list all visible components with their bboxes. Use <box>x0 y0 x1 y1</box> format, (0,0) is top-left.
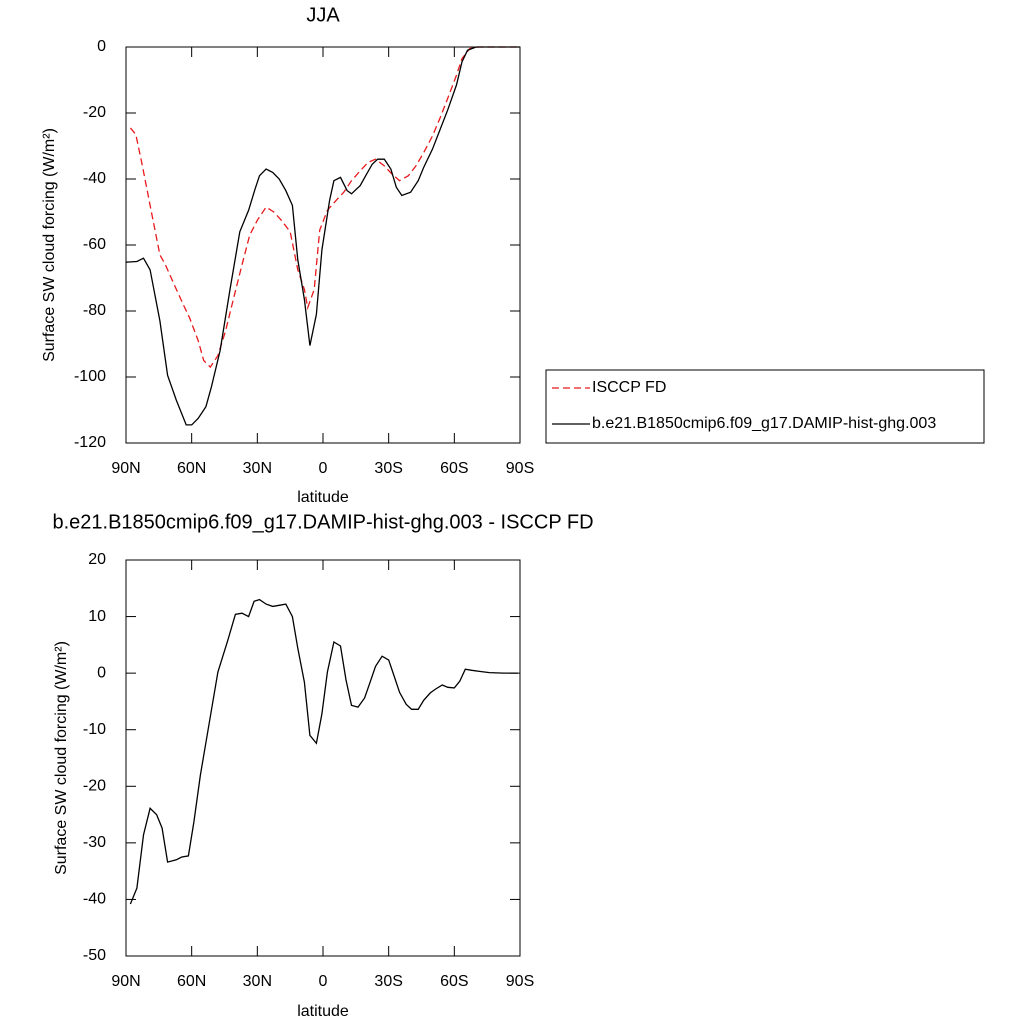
x-tick-label: 90S <box>506 973 534 990</box>
y-tick-label: -40 <box>83 170 106 187</box>
y-tick-label: -30 <box>83 834 106 851</box>
x-tick-label: 30S <box>374 973 402 990</box>
y-tick-label: -100 <box>74 368 106 385</box>
y-tick-label: -40 <box>83 891 106 908</box>
y-tick-label: -80 <box>83 302 106 319</box>
legend: ISCCP FD b.e21.B1850cmip6.f09_g17.DAMIP-h… <box>545 369 985 444</box>
x-tick-label: 30S <box>374 460 402 477</box>
y-tick-label: 20 <box>88 551 106 568</box>
y-tick-label: 0 <box>97 38 106 55</box>
legend-label: ISCCP FD <box>592 379 666 396</box>
plot-frame <box>125 559 521 957</box>
chart-title: JJA <box>306 4 340 26</box>
plot-frame <box>125 46 521 444</box>
y-tick-label: -50 <box>83 947 106 964</box>
x-tick-label: 90N <box>111 973 140 990</box>
x-tick-label: 90S <box>506 460 534 477</box>
y-tick-label: -120 <box>74 434 106 451</box>
x-tick-label: 60N <box>177 460 206 477</box>
x-tick-label: 0 <box>319 973 328 990</box>
x-tick-label: 60N <box>177 973 206 990</box>
x-tick-label: 30N <box>243 973 272 990</box>
series-line <box>125 46 520 426</box>
series-line <box>129 598 518 905</box>
legend-frame <box>545 369 985 444</box>
y-axis-label: Surface SW cloud forcing (W/m²) <box>53 641 70 875</box>
x-axis-label: latitude <box>297 489 349 506</box>
chart-title: b.e21.B1850cmip6.f09_g17.DAMIP-hist-ghg.… <box>52 511 593 533</box>
x-axis-label: latitude <box>297 1003 349 1020</box>
y-tick-label: 10 <box>88 608 106 625</box>
x-tick-label: 90N <box>111 460 140 477</box>
legend-label: b.e21.B1850cmip6.f09_g17.DAMIP-hist-ghg.… <box>592 415 936 432</box>
x-tick-label: 60S <box>440 973 468 990</box>
y-tick-label: 0 <box>97 664 106 681</box>
x-tick-label: 0 <box>319 460 328 477</box>
x-tick-label: 30N <box>243 460 272 477</box>
series-line <box>129 46 520 369</box>
y-axis-label: Surface SW cloud forcing (W/m²) <box>41 128 58 362</box>
y-tick-label: -20 <box>83 104 106 121</box>
y-tick-label: -20 <box>83 778 106 795</box>
y-tick-label: -10 <box>83 721 106 738</box>
x-tick-label: 60S <box>440 460 468 477</box>
y-tick-label: -60 <box>83 236 106 253</box>
